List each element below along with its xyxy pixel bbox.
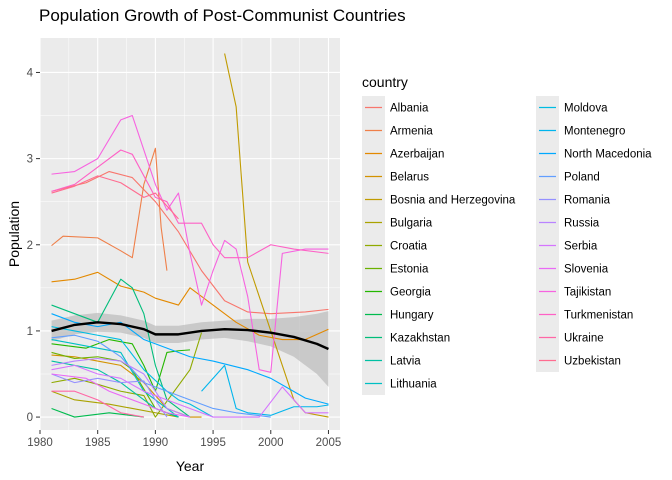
- legend-label-uzbekistan: Uzbekistan: [564, 356, 621, 368]
- series-line-kazakhstan: [51, 278, 191, 418]
- legend-label-north-macedonia: North Macedonia: [564, 149, 652, 161]
- legend-label-turkmenistan: Turkmenistan: [564, 310, 633, 322]
- legend-label-belarus: Belarus: [390, 172, 429, 184]
- y-tick-label: 3: [27, 154, 33, 166]
- legend-label-georgia: Georgia: [390, 287, 432, 299]
- legend-label-poland: Poland: [564, 172, 600, 184]
- y-tick-label: 1: [27, 326, 33, 338]
- x-axis-title: Year: [176, 458, 205, 474]
- series-line-turkmenistan: [51, 149, 329, 259]
- legend-label-russia: Russia: [564, 218, 600, 230]
- series-line-poland: [51, 334, 271, 418]
- confidence-band-layer: [51, 311, 329, 387]
- series-line-russia: [51, 357, 191, 418]
- x-tick-label: 1990: [143, 437, 169, 449]
- smooth-line: [51, 321, 329, 351]
- legend-label-bulgaria: Bulgaria: [390, 218, 433, 230]
- legend-label-croatia: Croatia: [390, 241, 428, 253]
- legend-label-azerbaijan: Azerbaijan: [390, 149, 444, 161]
- legend-label-lithuania: Lithuania: [390, 379, 437, 391]
- series-line-moldova: [51, 326, 214, 418]
- legend-label-latvia: Latvia: [390, 356, 421, 368]
- chart-title: Population Growth of Post-Communist Coun…: [39, 6, 406, 25]
- series-line-bulgaria: [51, 390, 179, 418]
- series-line-slovenia: [51, 373, 191, 418]
- series-line-serbia: [51, 364, 329, 418]
- legend-items: Albania Armenia Azerbaijan Belarus Bosnia an…: [362, 96, 652, 395]
- legend-label-bosnia-and-herzegovina: Bosnia and Herzegovina: [390, 195, 516, 207]
- axis-ticks: 1980 1985 1990 1995 2000 2005 0 1 2 3 4: [27, 67, 342, 449]
- series-line-uzbekistan: [51, 175, 179, 220]
- legend-label-romania: Romania: [564, 195, 611, 207]
- smooth-line-layer: [51, 321, 329, 351]
- legend-label-armenia: Armenia: [390, 126, 433, 138]
- x-tick-label: 2005: [316, 437, 342, 449]
- x-tick-label: 1980: [27, 437, 53, 449]
- plot-panel: [40, 38, 340, 430]
- series-line-tajikistan: [51, 114, 329, 373]
- x-tick-label: 1995: [200, 437, 226, 449]
- legend-key-bg: [536, 96, 559, 372]
- legend-label-ukraine: Ukraine: [564, 333, 604, 345]
- legend-title: country: [362, 74, 408, 90]
- legend-label-montenegro: Montenegro: [564, 126, 625, 138]
- series-line-north-macedonia: [51, 313, 329, 405]
- x-tick-label: 1985: [85, 437, 111, 449]
- y-tick-label: 4: [27, 67, 34, 79]
- legend-label-albania: Albania: [390, 103, 429, 115]
- y-tick-label: 0: [27, 412, 33, 424]
- legend-label-estonia: Estonia: [390, 264, 429, 276]
- series-line-hungary: [51, 407, 144, 418]
- legend-label-slovenia: Slovenia: [564, 264, 609, 276]
- legend-label-kazakhstan: Kazakhstan: [390, 333, 450, 345]
- legend-label-moldova: Moldova: [564, 103, 608, 115]
- legend-label-tajikistan: Tajikistan: [564, 287, 611, 299]
- series-line-croatia: [51, 332, 203, 418]
- series-layer: [51, 53, 329, 418]
- series-line-armenia: [51, 147, 168, 271]
- series-line-azerbaijan: [51, 271, 329, 341]
- legend: country Albania Armenia Azerbaijan Belarus B…: [362, 74, 652, 395]
- series-line-romania: [51, 373, 168, 418]
- series-line-ukraine: [51, 390, 144, 418]
- y-tick-label: 2: [27, 240, 33, 252]
- confidence-band: [51, 311, 329, 387]
- legend-label-serbia: Serbia: [564, 241, 598, 253]
- x-tick-label: 2000: [258, 437, 284, 449]
- series-line-montenegro: [201, 364, 329, 416]
- y-axis-title: Population: [6, 201, 22, 267]
- legend-label-hungary: Hungary: [390, 310, 434, 322]
